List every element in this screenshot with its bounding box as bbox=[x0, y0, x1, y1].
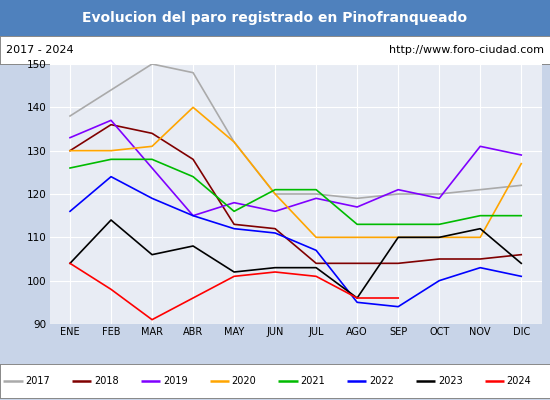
Text: 2023: 2023 bbox=[438, 376, 463, 386]
Text: 2022: 2022 bbox=[369, 376, 394, 386]
Text: 2017 - 2024: 2017 - 2024 bbox=[6, 45, 73, 55]
Text: http://www.foro-ciudad.com: http://www.foro-ciudad.com bbox=[389, 45, 544, 55]
Text: 2018: 2018 bbox=[94, 376, 119, 386]
Text: Evolucion del paro registrado en Pinofranqueado: Evolucion del paro registrado en Pinofra… bbox=[82, 11, 468, 25]
Text: 2021: 2021 bbox=[300, 376, 325, 386]
Text: 2017: 2017 bbox=[25, 376, 50, 386]
Text: 2020: 2020 bbox=[232, 376, 256, 386]
Text: 2019: 2019 bbox=[163, 376, 188, 386]
Text: 2024: 2024 bbox=[507, 376, 531, 386]
